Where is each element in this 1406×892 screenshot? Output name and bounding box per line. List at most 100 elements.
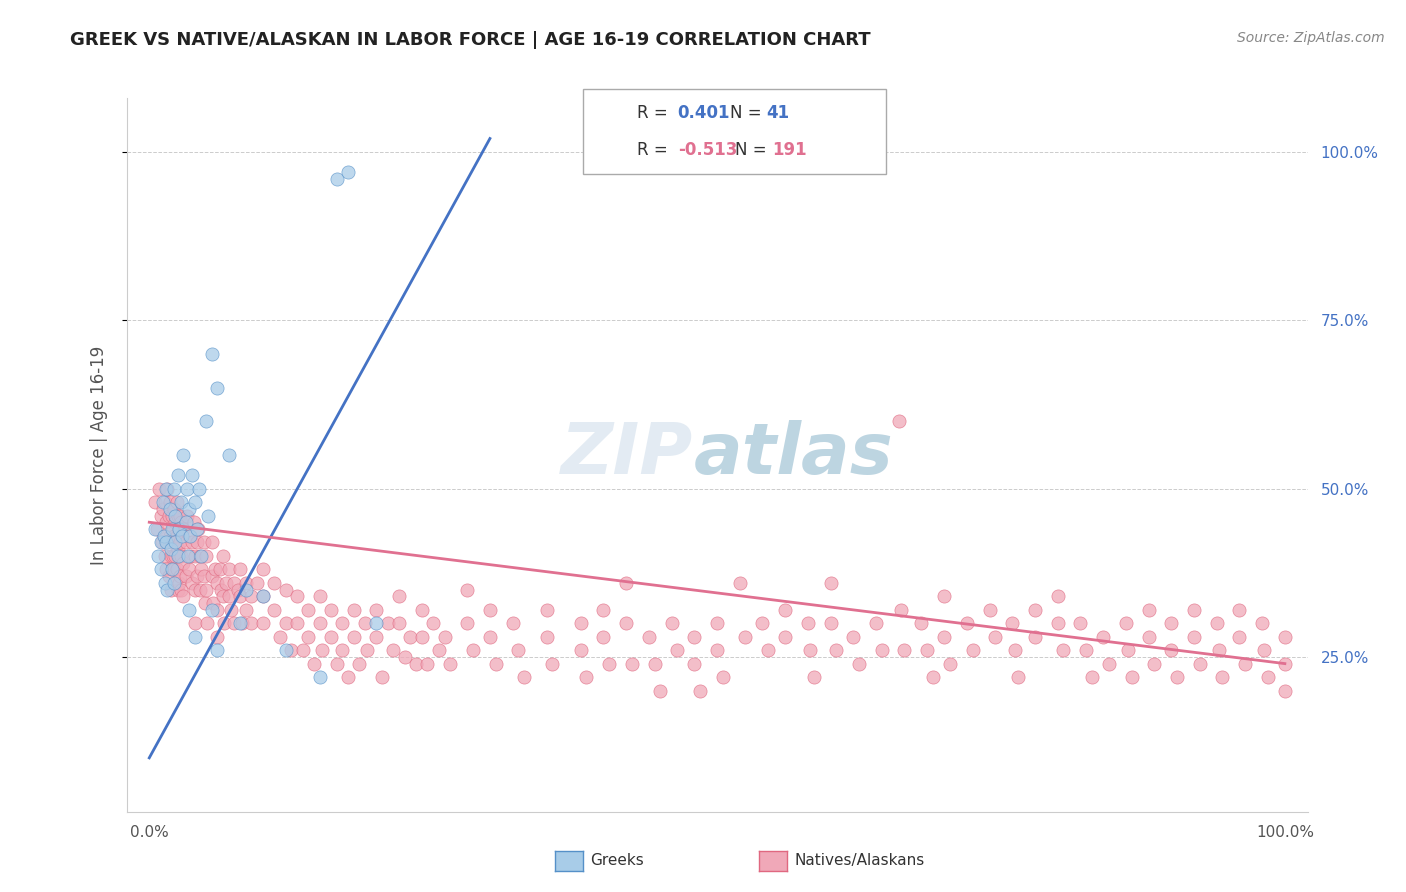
Point — [1004, 643, 1026, 657]
Point — [598, 657, 620, 671]
Point — [179, 529, 201, 543]
Point — [1121, 670, 1143, 684]
Point — [799, 643, 821, 657]
Point — [165, 549, 187, 563]
Point — [252, 589, 274, 603]
Point — [890, 603, 912, 617]
Point — [170, 549, 193, 563]
Point — [149, 562, 172, 576]
Point — [169, 535, 191, 549]
Point — [921, 670, 943, 684]
Point — [1234, 657, 1257, 671]
Point — [683, 657, 706, 671]
Point — [159, 549, 183, 563]
Point — [366, 630, 388, 644]
Text: Natives/Alaskans: Natives/Alaskans — [794, 854, 925, 868]
Point — [160, 562, 183, 576]
Point — [218, 448, 240, 462]
Point — [152, 495, 174, 509]
Point — [157, 508, 180, 523]
Point — [285, 616, 308, 631]
Point — [201, 596, 224, 610]
Point — [330, 643, 353, 657]
Text: R =: R = — [637, 141, 673, 159]
Point — [181, 468, 204, 483]
Point — [160, 535, 183, 549]
Point — [422, 616, 444, 631]
Point — [186, 535, 208, 549]
Point — [165, 575, 187, 590]
Text: Greeks: Greeks — [591, 854, 644, 868]
Point — [979, 603, 1001, 617]
Point — [188, 482, 211, 496]
Point — [148, 549, 170, 563]
Point — [280, 643, 302, 657]
Point — [820, 575, 842, 590]
Point — [155, 482, 177, 496]
Point — [183, 630, 205, 644]
Point — [224, 575, 246, 590]
Point — [263, 603, 285, 617]
Point — [170, 515, 193, 529]
Point — [1001, 616, 1024, 631]
Text: Source: ZipAtlas.com: Source: ZipAtlas.com — [1237, 31, 1385, 45]
Point — [893, 643, 915, 657]
Point — [195, 582, 218, 597]
Point — [190, 549, 212, 563]
Point — [797, 616, 820, 631]
Point — [336, 165, 359, 179]
Point — [208, 562, 231, 576]
Point — [177, 562, 200, 576]
Point — [188, 549, 211, 563]
Point — [592, 603, 614, 617]
Point — [176, 508, 198, 523]
Point — [162, 549, 184, 563]
Point — [195, 414, 218, 428]
Point — [215, 575, 238, 590]
Point — [165, 515, 187, 529]
Point — [207, 603, 229, 617]
Point — [734, 630, 756, 644]
Point — [167, 522, 190, 536]
Point — [1205, 616, 1227, 631]
Point — [226, 582, 249, 597]
Point — [201, 347, 224, 361]
Point — [394, 649, 416, 664]
Point — [1046, 589, 1069, 603]
Point — [1052, 643, 1074, 657]
Point — [159, 542, 183, 557]
Y-axis label: In Labor Force | Age 16-19: In Labor Force | Age 16-19 — [90, 345, 108, 565]
Point — [186, 569, 208, 583]
Point — [160, 508, 183, 523]
Point — [148, 482, 170, 496]
Point — [165, 508, 187, 523]
Point — [773, 630, 796, 644]
Point — [166, 562, 188, 576]
Point — [166, 495, 188, 509]
Point — [319, 603, 342, 617]
Point — [291, 643, 314, 657]
Point — [172, 556, 194, 570]
Point — [195, 549, 218, 563]
Point — [405, 657, 427, 671]
Point — [411, 603, 433, 617]
Point — [541, 657, 564, 671]
Point — [212, 589, 235, 603]
Point — [803, 670, 825, 684]
Point — [167, 522, 190, 536]
Point — [166, 508, 188, 523]
Point — [155, 562, 177, 576]
Point — [143, 522, 166, 536]
Point — [209, 582, 232, 597]
Point — [159, 529, 181, 543]
Point — [174, 535, 197, 549]
Point — [155, 515, 177, 529]
Point — [666, 643, 689, 657]
Point — [235, 603, 257, 617]
Point — [153, 575, 176, 590]
Point — [1160, 616, 1182, 631]
Point — [1024, 603, 1046, 617]
Point — [231, 616, 253, 631]
Point — [1137, 630, 1160, 644]
Point — [274, 616, 297, 631]
